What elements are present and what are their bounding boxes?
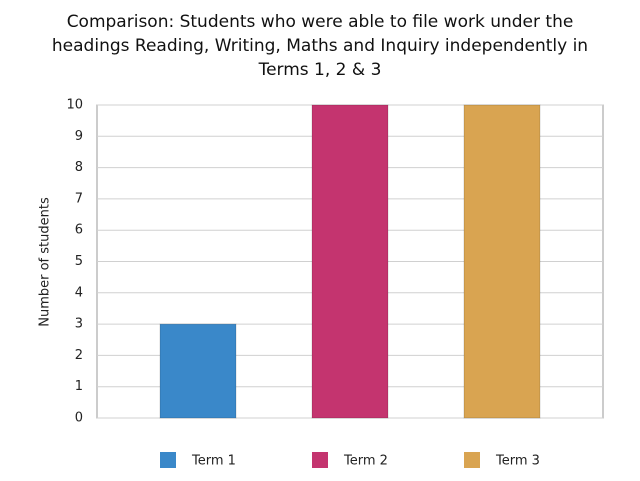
y-axis-label: Number of students xyxy=(38,197,53,327)
legend-label: Term 1 xyxy=(191,454,236,469)
legend-swatch xyxy=(160,452,176,468)
bar xyxy=(311,104,389,419)
y-tick-label: 8 xyxy=(75,160,83,175)
y-tick-label: 5 xyxy=(75,254,83,269)
legend-swatch xyxy=(312,452,328,468)
bar xyxy=(159,323,237,419)
y-tick-label: 7 xyxy=(75,191,83,206)
legend-label: Term 3 xyxy=(495,454,540,469)
bar xyxy=(463,104,541,419)
y-tick-label: 4 xyxy=(75,285,83,300)
y-tick-label: 10 xyxy=(66,98,83,113)
y-tick-label: 2 xyxy=(75,348,83,363)
y-tick-label: 9 xyxy=(75,129,83,144)
y-tick-label: 6 xyxy=(75,223,83,238)
legend-swatch xyxy=(464,452,480,468)
chart-title: Comparison: Students who were able to fi… xyxy=(51,12,589,80)
y-tick-label: 3 xyxy=(75,317,83,332)
y-tick-label: 0 xyxy=(75,411,83,426)
y-tick-label: 1 xyxy=(75,379,83,394)
legend-label: Term 2 xyxy=(343,454,388,469)
